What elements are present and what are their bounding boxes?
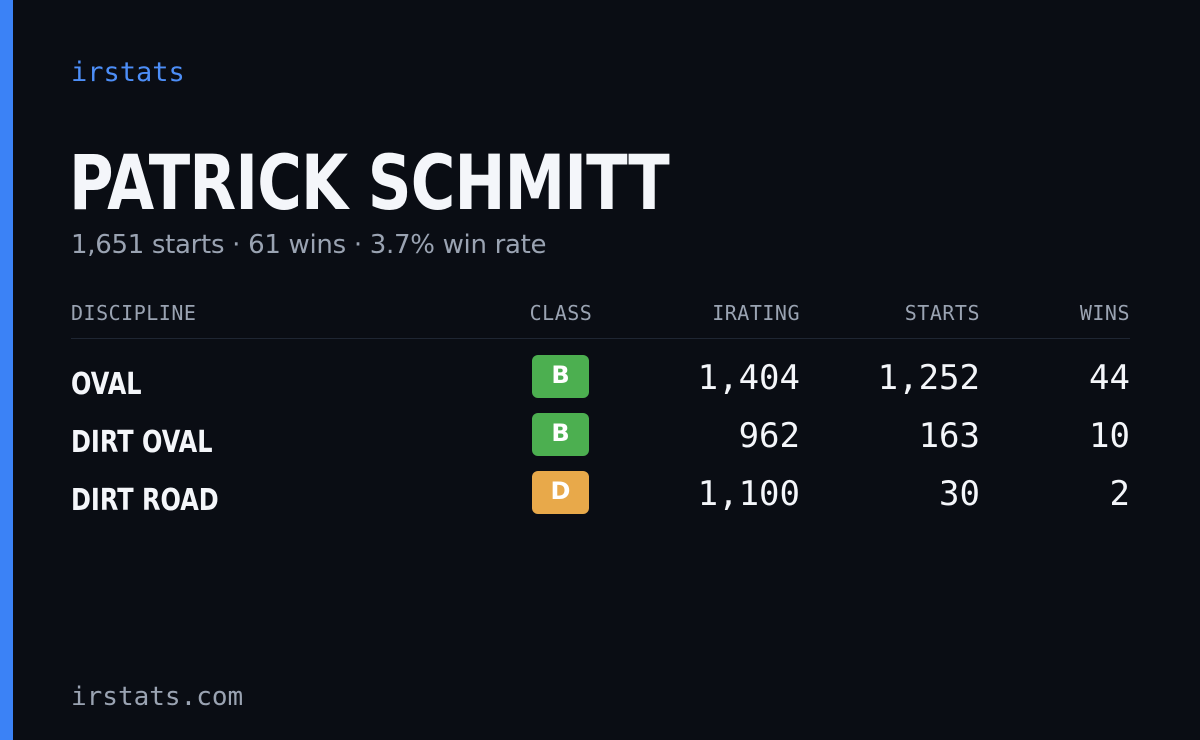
irating-value: 962 — [738, 416, 800, 456]
discipline-name: DIRT OVAL — [71, 425, 213, 460]
class-badge: B — [532, 355, 589, 398]
irating-value: 1,404 — [697, 358, 800, 398]
starts-value: 30 — [939, 474, 980, 514]
player-summary: 1,651 starts · 61 wins · 3.7% win rate — [71, 230, 547, 260]
discipline-name: OVAL — [71, 367, 142, 402]
discipline-name: DIRT ROAD — [71, 483, 219, 518]
wins-value: 2 — [1109, 474, 1130, 514]
class-badge: B — [532, 413, 589, 456]
irating-value: 1,100 — [697, 474, 800, 514]
header-discipline: DISCIPLINE — [71, 301, 197, 325]
wins-value: 10 — [1089, 416, 1130, 456]
footer-domain: irstats.com — [71, 682, 244, 712]
stats-table: DISCIPLINE CLASS IRATING STARTS WINS OVA… — [71, 300, 1130, 529]
starts-value: 163 — [918, 416, 980, 456]
class-badge: D — [532, 471, 589, 514]
table-row: OVAL B 1,404 1,252 44 — [71, 355, 1130, 413]
header-starts: STARTS — [904, 301, 980, 325]
starts-value: 1,252 — [877, 358, 980, 398]
table-row: DIRT ROAD D 1,100 30 2 — [71, 471, 1130, 529]
header-class: CLASS — [529, 301, 593, 325]
table-header: DISCIPLINE CLASS IRATING STARTS WINS — [71, 300, 1130, 339]
wins-value: 44 — [1089, 358, 1130, 398]
table-row: DIRT OVAL B 962 163 10 — [71, 413, 1130, 471]
header-wins: WINS — [1079, 301, 1130, 325]
player-name: PATRICK SCHMITT — [69, 138, 670, 227]
accent-bar — [0, 0, 13, 740]
header-irating: IRATING — [712, 301, 800, 325]
table-body: OVAL B 1,404 1,252 44 DIRT OVAL B 962 16… — [71, 339, 1130, 529]
brand-logo-text: irstats — [71, 57, 185, 88]
